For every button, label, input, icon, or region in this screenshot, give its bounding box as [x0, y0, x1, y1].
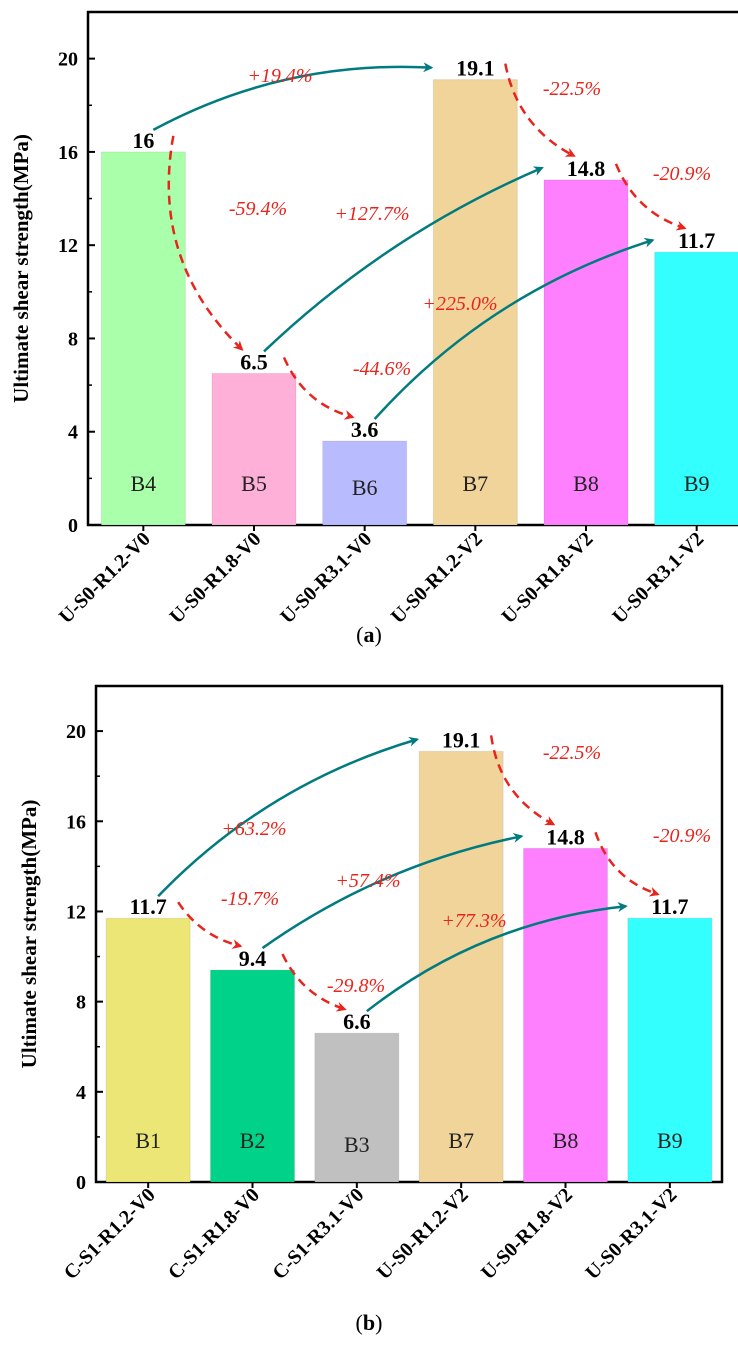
- y-tick-label: 4: [76, 1082, 86, 1104]
- decrease-arrow: [177, 901, 243, 950]
- decrease-arrow: [282, 356, 355, 420]
- decrease-arrow: [167, 135, 244, 351]
- y-tick-label: 16: [58, 142, 78, 164]
- percent-change-label: +127.7%: [334, 203, 409, 225]
- percent-change-label: -19.7%: [221, 888, 279, 910]
- decrease-arrow: [281, 953, 347, 1012]
- bar-id-label: B2: [240, 1128, 266, 1153]
- increase-arrow: [157, 736, 420, 898]
- value-label: 11.7: [678, 228, 715, 253]
- value-label: 16: [132, 128, 154, 153]
- y-axis-title: Ultimate shear strength(MPa): [17, 800, 41, 1069]
- value-label: 14.8: [546, 824, 585, 849]
- bar-id-label: B9: [657, 1128, 683, 1153]
- value-label: 19.1: [442, 727, 481, 752]
- bar-b9: [654, 251, 738, 526]
- category-label: C-S1-R1.8-V0: [164, 1184, 264, 1284]
- y-tick-label: 0: [76, 1172, 86, 1194]
- bar-id-label: B5: [241, 471, 267, 496]
- category-label: U-S0-R1.8-V2: [477, 1184, 577, 1284]
- value-label: 6.5: [240, 349, 268, 374]
- bar-id-label: B4: [130, 471, 156, 496]
- y-tick-label: 0: [68, 515, 78, 537]
- bar-b7: [432, 79, 518, 526]
- decrease-arrow: [594, 831, 660, 897]
- y-tick-label: 20: [58, 49, 78, 71]
- percent-change-label: -20.9%: [653, 163, 711, 185]
- panel-letter: b: [363, 1310, 375, 1335]
- bar-id-label: B1: [135, 1128, 161, 1153]
- panel-caption: (b): [356, 1310, 383, 1335]
- y-tick-label: 20: [66, 721, 86, 743]
- increase-arrow: [152, 62, 434, 132]
- category-label: U-S0-R1.2-V2: [373, 1184, 473, 1284]
- percent-change-label: -22.5%: [543, 742, 601, 764]
- value-label: 3.6: [351, 417, 379, 442]
- percent-change-label: -29.8%: [327, 975, 385, 997]
- y-tick-label: 12: [58, 235, 78, 257]
- percent-change-label: +19.4%: [247, 65, 312, 87]
- category-label: U-S0-R1.8-V0: [166, 528, 266, 628]
- bar-id-label: B7: [462, 471, 488, 496]
- y-axis-title: Ultimate shear strength(MPa): [9, 134, 33, 403]
- category-label: U-S0-R1.2-V0: [55, 528, 155, 628]
- category-label: U-S0-R3.1-V2: [608, 528, 708, 628]
- plot-frame: [94, 684, 724, 1184]
- chart-panel-b: 0 4 8 12 16 20 Ultimate shear strength(MPa) B1 1…: [17, 684, 724, 1335]
- chart-panel-a: 0 4 8 12 16 20 Ultimate shear strength(MPa) B4 1…: [9, 10, 738, 647]
- category-label: U-S0-R3.1-V2: [581, 1184, 681, 1284]
- increase-arrow: [263, 166, 544, 353]
- percent-change-label: +63.2%: [221, 818, 286, 840]
- percent-change-label: -44.6%: [353, 358, 411, 380]
- bar-b5: [211, 372, 297, 526]
- value-label: 6.6: [343, 1009, 371, 1034]
- category-label: U-S0-R1.2-V2: [387, 528, 487, 628]
- bar-b8: [523, 847, 608, 1183]
- increase-arrow: [373, 237, 655, 420]
- bar-id-label: B7: [448, 1128, 474, 1153]
- value-label: 14.8: [567, 156, 606, 181]
- bar-b9: [627, 917, 713, 1183]
- y-tick-label: 8: [68, 328, 78, 350]
- category-label: U-S0-R1.8-V2: [498, 528, 598, 628]
- percent-change-label: -59.4%: [229, 198, 287, 220]
- percent-change-label: +77.3%: [441, 910, 506, 932]
- value-label: 11.7: [130, 894, 167, 919]
- category-label: C-S1-R3.1-V0: [268, 1184, 368, 1284]
- plot-frame: [86, 10, 738, 527]
- y-tick-label: 12: [66, 901, 86, 923]
- bar-b1: [105, 917, 191, 1183]
- category-label: C-S1-R1.2-V0: [60, 1184, 160, 1284]
- percent-change-label: -20.9%: [653, 825, 711, 847]
- panel-caption: (a): [356, 622, 382, 647]
- y-tick-label: 16: [66, 811, 86, 833]
- percent-change-label: +225.0%: [422, 293, 497, 315]
- bar-b2: [210, 969, 295, 1183]
- y-tick-label: 4: [68, 422, 78, 444]
- y-tick-label: 8: [76, 992, 86, 1014]
- bar-id-label: B8: [553, 1128, 579, 1153]
- bar-id-label: B6: [352, 475, 378, 500]
- category-label: U-S0-R3.1-V0: [276, 528, 376, 628]
- percent-change-label: +57.4%: [335, 870, 400, 892]
- panel-letter: a: [364, 622, 375, 647]
- bar-id-label: B8: [573, 471, 599, 496]
- value-label: 19.1: [456, 56, 495, 81]
- bar-id-label: B3: [344, 1132, 370, 1157]
- value-label: 9.4: [239, 946, 267, 971]
- decrease-arrow: [504, 63, 576, 158]
- percent-change-label: -22.5%: [543, 78, 601, 100]
- increase-arrow: [261, 832, 524, 950]
- bar-id-label: B9: [684, 471, 710, 496]
- bar-b6: [322, 440, 408, 526]
- increase-arrow: [366, 902, 628, 1013]
- decrease-arrow: [614, 163, 687, 231]
- value-label: 11.7: [651, 894, 688, 919]
- bar-b4: [100, 151, 186, 526]
- bar-b3: [314, 1032, 400, 1183]
